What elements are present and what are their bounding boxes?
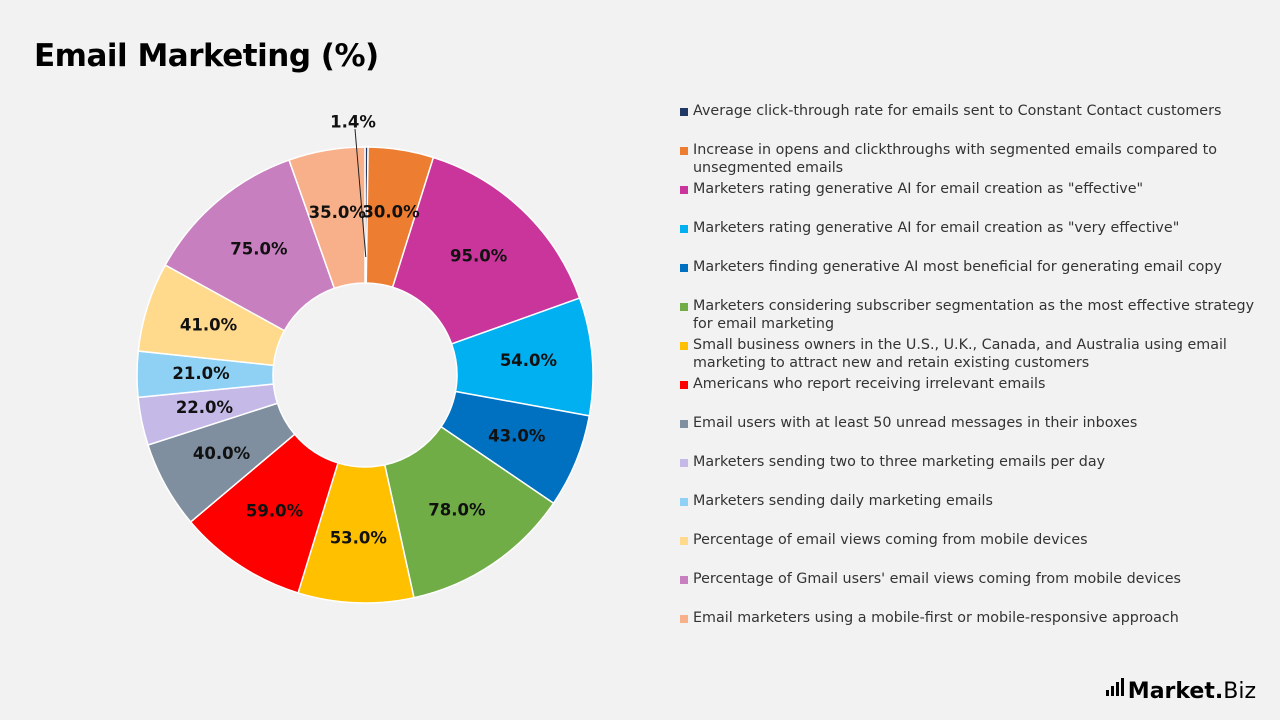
legend-item: Email users with at least 50 unread mess… [680,414,1255,432]
legend-label: Email marketers using a mobile-first or … [693,610,1179,626]
logo-dot: . [1214,679,1224,704]
legend-item: Marketers sending two to three marketing… [680,453,1255,471]
legend-item: Percentage of email views coming from mo… [680,531,1255,549]
chart-title: Email Marketing (%) [34,38,379,74]
slice-value-label: 40.0% [193,444,251,463]
legend-swatch [680,303,688,311]
slice-value-label: 59.0% [246,501,304,520]
legend-item: Marketers considering subscriber segment… [680,297,1255,333]
donut-slice [164,159,336,332]
legend-label: Email users with at least 50 unread mess… [693,415,1138,431]
legend-swatch [680,537,688,545]
slice-value-label: 54.0% [500,351,558,370]
slice-value-label: 75.0% [230,239,288,258]
logo-word: Market [1127,679,1215,704]
legend-item: Average click-through rate for emails se… [680,102,1255,120]
donut-slice [391,156,581,345]
slice-labels: 1.4% 30.0% 95.0% 54.0% 43.0% 78.0% 53.0% 59.0% 4… [172,113,557,548]
slice-value-label: 30.0% [362,203,420,222]
slice-value-label: 78.0% [428,500,486,519]
legend-item: Marketers sending daily marketing emails [680,492,1255,510]
legend-swatch [680,264,688,272]
legend-swatch [680,147,688,155]
legend-label: Americans who report receiving irrelevan… [693,376,1046,392]
slice-value-label: 43.0% [488,427,546,446]
logo-suffix: Biz [1223,679,1256,704]
legend-item: Marketers finding generative AI most ben… [680,258,1255,276]
legend-item: Percentage of Gmail users' email views c… [680,570,1255,588]
slice-value-label: 35.0% [309,203,367,222]
legend-item: Marketers rating generative AI for email… [680,180,1255,198]
legend-swatch [680,420,688,428]
slice-value-label: 41.0% [180,315,238,334]
legend-item: Increase in opens and clickthroughs with… [680,141,1255,177]
legend-swatch [680,615,688,623]
legend-label: Small business owners in the U.S., U.K.,… [693,337,1227,371]
legend-item: Email marketers using a mobile-first or … [680,609,1255,627]
legend-item: Americans who report receiving irrelevan… [680,375,1255,393]
legend-swatch [680,342,688,350]
legend-label: Marketers sending daily marketing emails [693,493,993,509]
donut-chart: 1.4% 30.0% 95.0% 54.0% 43.0% 78.0% 53.0% 59.0% 4… [136,113,594,604]
slice-value-label: 53.0% [330,528,388,547]
legend-label: Marketers finding generative AI most ben… [693,259,1222,275]
legend-label: Average click-through rate for emails se… [693,103,1222,119]
legend-swatch [680,459,688,467]
slice-value-label: 22.0% [176,398,234,417]
legend-swatch [680,576,688,584]
brand-logo: Market. Biz [1105,678,1256,704]
legend-label: Percentage of Gmail users' email views c… [693,571,1181,587]
donut-slice [288,146,366,290]
legend-swatch [680,225,688,233]
legend-label: Increase in opens and clickthroughs with… [693,142,1217,176]
slice-leader-line [354,128,367,258]
logo-bars-icon [1105,678,1126,696]
legend-swatch [680,186,688,194]
legend-swatch [680,381,688,389]
legend-swatch [680,108,688,116]
legend-item: Marketers rating generative AI for email… [680,219,1255,237]
legend-label: Percentage of email views coming from mo… [693,532,1088,548]
legend-label: Marketers considering subscriber segment… [693,298,1255,332]
legend-label: Marketers sending two to three marketing… [693,454,1106,470]
legend-item: Small business owners in the U.S., U.K.,… [680,336,1255,372]
slice-value-label: 21.0% [172,364,230,383]
slice-value-label: 95.0% [450,246,508,265]
donut-slice [383,425,555,599]
legend-label: Marketers rating generative AI for email… [693,181,1144,197]
slice-value-label: 1.4% [330,113,376,132]
donut-slices [136,146,594,604]
legend-label: Marketers rating generative AI for email… [693,220,1180,236]
legend-swatch [680,498,688,506]
